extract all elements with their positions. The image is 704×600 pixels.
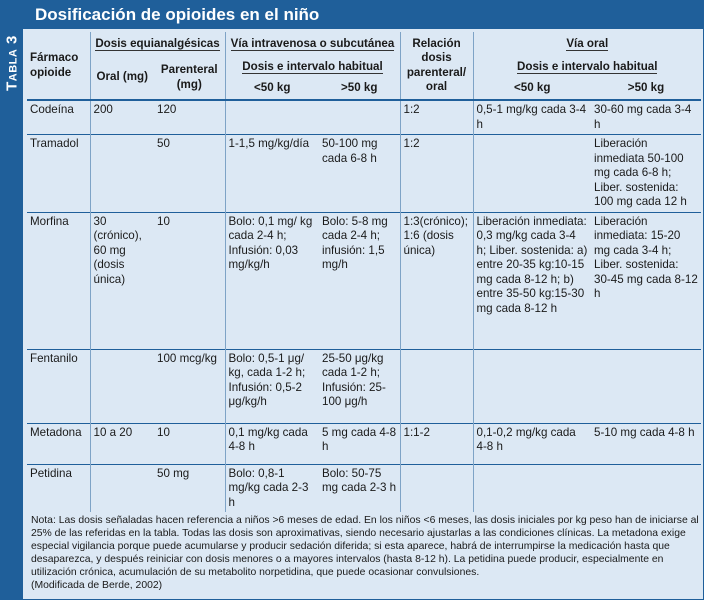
- cell-oral-lt50: [472, 348, 591, 423]
- cell-drug: Codeína: [27, 99, 90, 135]
- cell-parenteral-mg: 10: [154, 422, 225, 464]
- header-iv-sub: Dosis e intervalo habitual: [224, 56, 400, 78]
- cell-oral-gt50: [591, 348, 702, 423]
- cell-drug: Metadona: [27, 422, 90, 464]
- cell-oral-gt50: [591, 463, 702, 512]
- note-text: Nota: Las dosis señaladas hacen referenc…: [31, 515, 699, 578]
- cell-iv-lt50: Bolo: 0,1 mg/ kg cada 2-4 h; Infusión: 0…: [224, 211, 319, 349]
- header-equianalgesic: Dosis equianalgésicas: [89, 32, 225, 56]
- header-iv-gt50: >50 kg: [341, 81, 378, 95]
- cell-relation: 1:2: [399, 134, 473, 212]
- table-row: Fentanilo 100 mcg/kg Bolo: 0,5-1 μg/ kg,…: [27, 348, 702, 423]
- cell-parenteral-mg: 100 mcg/kg: [154, 348, 225, 423]
- header-oral-lt50: <50 kg: [472, 78, 591, 100]
- dosage-table: Fármaco opioide Dosis equianalgésicas Ví…: [27, 32, 702, 512]
- cell-parenteral-mg: 10: [154, 211, 225, 349]
- cell-iv-gt50: 50-100 mg cada 6-8 h: [319, 134, 400, 212]
- cell-oral-lt50: [472, 463, 591, 512]
- cell-parenteral-mg: 50: [154, 134, 225, 212]
- cell-relation: [399, 463, 473, 512]
- table-row: Tramadol 50 1-1,5 mg/kg/día 50-100 mg ca…: [27, 134, 702, 212]
- header-iv: Vía intravenosa o subcutánea: [224, 32, 400, 56]
- header-equi-oral: Oral (mg): [89, 56, 154, 100]
- cell-oral-mg: 200: [89, 99, 154, 135]
- cell-oral-gt50: Liberación inmediata: 15-20 mg cada 3-4 …: [591, 211, 702, 349]
- cell-oral-mg: [89, 348, 154, 423]
- cell-oral-lt50: Liberación inmediata: 0,3 mg/kg cada 3-4…: [472, 211, 591, 349]
- side-tab: TABLA 3: [1, 1, 23, 599]
- table-title: Dosificación de opioides en el niño: [35, 5, 320, 24]
- table-row: Codeína 200 120 1:2 0,5-1 mg/kg cada 3-4…: [27, 99, 702, 135]
- cell-drug: Morfina: [27, 211, 90, 349]
- cell-iv-gt50: 25-50 μg/kg cada 1-2 h; Infusión: 25- 10…: [319, 348, 400, 423]
- cell-drug: Petidina: [27, 463, 90, 512]
- side-tab-label: TABLA 3: [3, 35, 21, 91]
- table-row: Metadona 10 a 20 10 0,1 mg/kg cada 4-8 h…: [27, 422, 702, 464]
- header-drug: Fármaco opioide: [30, 51, 79, 79]
- cell-iv-lt50: Bolo: 0,5-1 μg/ kg, cada 1-2 h; Infusión…: [224, 348, 319, 423]
- cell-iv-gt50: [319, 99, 400, 135]
- header-oral: Vía oral: [472, 32, 702, 56]
- cell-relation: 1:1-2: [399, 422, 473, 464]
- cell-iv-lt50: [224, 99, 319, 135]
- cell-iv-lt50: 1-1,5 mg/kg/día: [224, 134, 319, 212]
- table-row: Morfina 30 (crónico), 60 mg (dosis única…: [27, 211, 702, 349]
- cell-oral-lt50: 0,1-0,2 mg/kg cada 4-8 h: [472, 422, 591, 464]
- cell-drug: Fentanilo: [27, 348, 90, 423]
- table-row: Petidina 50 mg Bolo: 0,8-1 mg/kg cada 2-…: [27, 463, 702, 512]
- cell-iv-lt50: 0,1 mg/kg cada 4-8 h: [224, 422, 319, 464]
- header-oral-gt50: >50 kg: [627, 81, 665, 95]
- table-notes: Nota: Las dosis señaladas hacen referenc…: [31, 514, 701, 592]
- cell-oral-lt50: [472, 134, 591, 212]
- cell-oral-gt50: 5-10 mg cada 4-8 h: [591, 422, 702, 464]
- cell-oral-mg: [89, 463, 154, 512]
- cell-parenteral-mg: 50 mg: [154, 463, 225, 512]
- header-relation: Relación dosis parenteral/ oral: [399, 32, 473, 100]
- cell-iv-gt50: Bolo: 5-8 mg cada 2-4 h; infusión: 1,5 m…: [319, 211, 400, 349]
- source-text: (Modificada de Berde, 2002): [31, 580, 163, 591]
- cell-iv-lt50: Bolo: 0,8-1 mg/kg cada 2-3 h: [224, 463, 319, 512]
- cell-iv-gt50: 5 mg cada 4-8 h: [319, 422, 400, 464]
- cell-relation: 1:3(crónico); 1:6 (dosis única): [399, 211, 473, 349]
- cell-oral-gt50: 30-60 mg cada 3-4 h: [591, 99, 702, 135]
- cell-oral-mg: 10 a 20: [89, 422, 154, 464]
- header-iv-lt50: <50 kg: [224, 78, 319, 100]
- header-equi-parenteral: Parenteral (mg): [160, 63, 218, 91]
- cell-oral-lt50: 0,5-1 mg/kg cada 3-4 h: [472, 99, 591, 135]
- cell-parenteral-mg: 120: [154, 99, 225, 135]
- cell-oral-gt50: Liberación inmediata 50-100 mg cada 6-8 …: [591, 134, 702, 212]
- cell-drug: Tramadol: [27, 134, 90, 212]
- cell-oral-mg: [89, 134, 154, 212]
- cell-relation: [399, 348, 473, 423]
- title-bar: Dosificación de opioides en el niño: [23, 1, 703, 29]
- header-oral-sub: Dosis e intervalo habitual: [472, 56, 702, 78]
- cell-relation: 1:2: [399, 99, 473, 135]
- cell-oral-mg: 30 (crónico), 60 mg (dosis única): [89, 211, 154, 349]
- cell-iv-gt50: Bolo: 50-75 mg cada 2-3 h: [319, 463, 400, 512]
